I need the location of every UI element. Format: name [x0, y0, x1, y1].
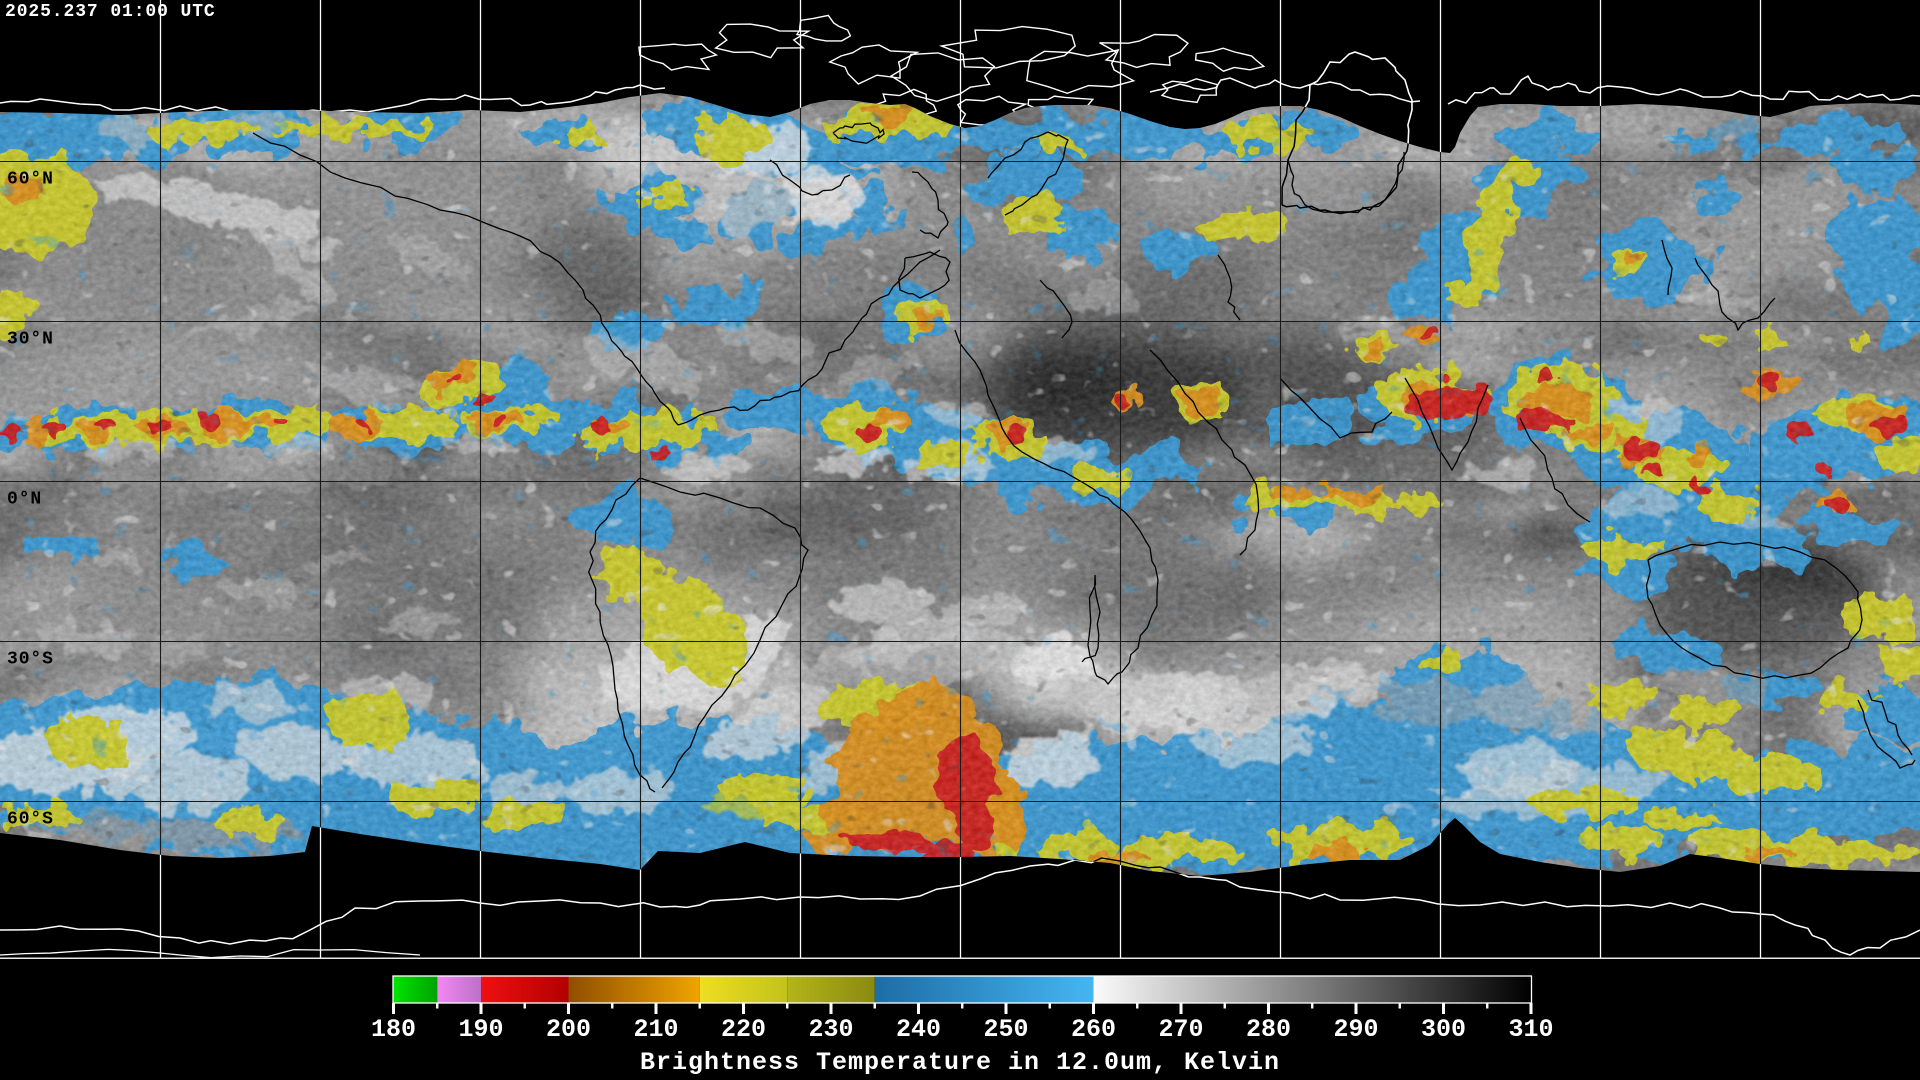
svg-text:260: 260	[1071, 1015, 1116, 1044]
svg-text:280: 280	[1246, 1015, 1291, 1044]
svg-text:300: 300	[1421, 1015, 1466, 1044]
svg-text:0°N: 0°N	[7, 490, 42, 510]
svg-text:180: 180	[371, 1015, 416, 1044]
svg-text:60°N: 60°N	[7, 170, 54, 190]
svg-text:240: 240	[896, 1015, 941, 1044]
svg-text:250: 250	[983, 1015, 1028, 1044]
svg-text:60°S: 60°S	[7, 810, 54, 830]
svg-text:290: 290	[1333, 1015, 1378, 1044]
svg-text:200: 200	[546, 1015, 591, 1044]
svg-text:210: 210	[633, 1015, 678, 1044]
svg-text:190: 190	[458, 1015, 503, 1044]
svg-text:Brightness Temperature in 12.0: Brightness Temperature in 12.0um, Kelvin	[640, 1048, 1280, 1077]
svg-text:270: 270	[1158, 1015, 1203, 1044]
svg-text:310: 310	[1508, 1015, 1553, 1044]
svg-text:2025.237 01:00 UTC: 2025.237 01:00 UTC	[5, 2, 216, 22]
svg-text:30°S: 30°S	[7, 650, 54, 670]
svg-text:30°N: 30°N	[7, 330, 54, 350]
svg-text:220: 220	[721, 1015, 766, 1044]
svg-text:230: 230	[808, 1015, 853, 1044]
